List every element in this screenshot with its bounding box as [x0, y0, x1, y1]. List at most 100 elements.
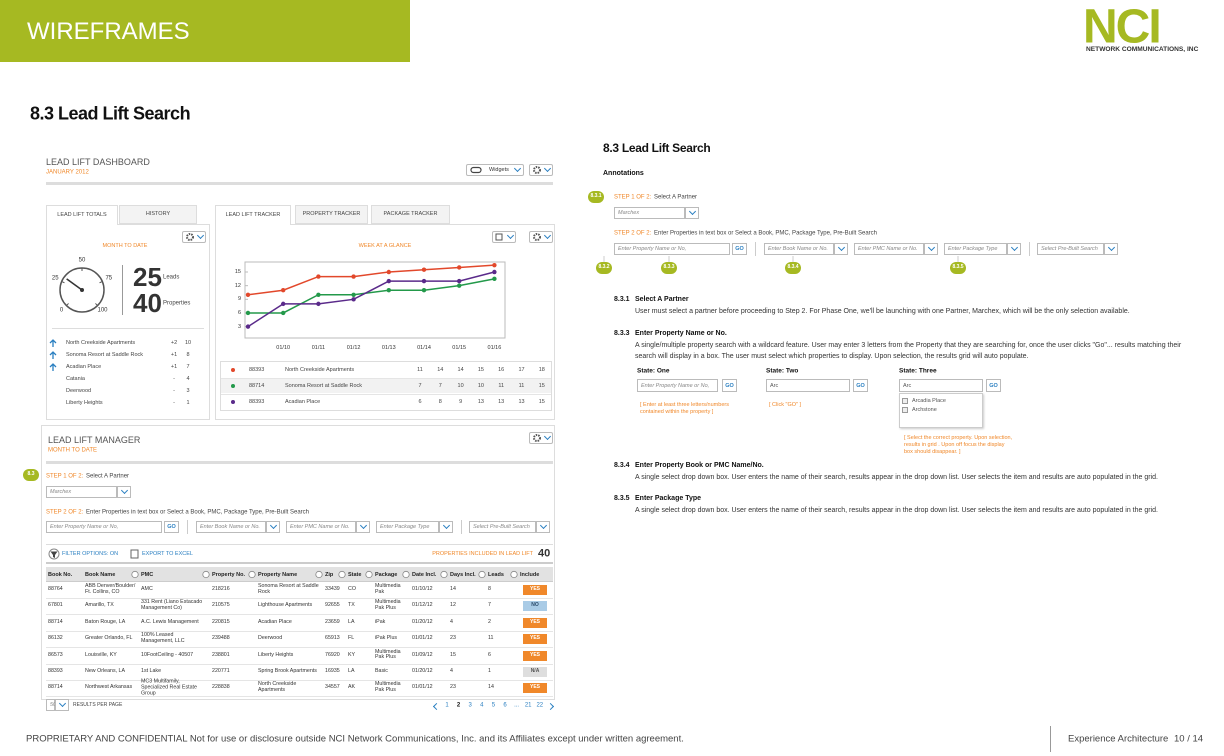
row-highlight [221, 379, 551, 393]
book-dropdown[interactable] [764, 243, 834, 255]
column-header[interactable]: Book Name [85, 571, 116, 578]
placeholder: Enter Property Name or No, [618, 245, 687, 252]
column-header[interactable]: Property Name [258, 571, 298, 578]
prebuilt-dropdown[interactable] [1037, 243, 1104, 255]
dropdown-button[interactable] [1104, 243, 1118, 255]
dropdown-button[interactable] [55, 699, 69, 711]
cell: AMC [141, 586, 153, 593]
column-header[interactable]: Package [375, 571, 398, 578]
count: 8 [186, 351, 190, 358]
go-label: GO [725, 382, 734, 389]
manager-title: LEAD LIFT MANAGER [48, 434, 141, 445]
dropdown-button[interactable] [834, 243, 848, 255]
tab-active[interactable] [215, 205, 291, 225]
page-link[interactable]: 5 [491, 702, 496, 709]
text-input[interactable] [637, 379, 718, 392]
text-input[interactable] [46, 521, 162, 533]
page-link[interactable]: 21 [524, 702, 532, 709]
tab[interactable] [371, 205, 450, 224]
cell: 11 [488, 635, 494, 642]
per-page-label: RESULTS PER PAGE [73, 702, 123, 709]
page-link[interactable]: 3 [468, 702, 472, 709]
filter-toggle[interactable]: FILTER OPTIONS: ON [62, 550, 119, 557]
separator [461, 520, 462, 534]
column-header[interactable]: Property No. [212, 571, 246, 578]
dropdown-button[interactable] [536, 521, 550, 533]
include-toggle[interactable] [523, 601, 547, 612]
cell: TX [348, 602, 355, 609]
checkbox[interactable] [902, 407, 908, 413]
cell: ABB Denver/Boulder/ Ft. Collins, CO [85, 583, 136, 595]
divider [52, 328, 204, 329]
include-toggle[interactable] [523, 683, 547, 694]
column-header[interactable]: PMC [141, 571, 154, 578]
dropdown-button[interactable] [356, 521, 370, 533]
dropdown-button[interactable] [117, 486, 131, 498]
state-note: [ Click "GO" ] [769, 402, 802, 408]
properties-count: 40 [133, 288, 162, 319]
include-toggle[interactable] [523, 634, 547, 645]
partner-dropdown[interactable] [46, 486, 117, 498]
column-header[interactable]: Leads [488, 571, 504, 578]
cell: 10FootCeiling - 40507 [141, 651, 194, 658]
column-header[interactable]: Zip [325, 571, 334, 578]
tracker-value: 15 [538, 398, 545, 405]
checkbox[interactable] [902, 398, 908, 404]
placeholder: Arc [903, 382, 912, 389]
tracker-value: 11 [518, 382, 525, 389]
go-button[interactable] [164, 521, 179, 533]
page-link[interactable]: 1 [445, 702, 449, 709]
pmc-dropdown[interactable] [286, 521, 356, 533]
dropdown-button[interactable] [266, 521, 280, 533]
page-link[interactable]: 6 [503, 702, 507, 709]
go-button[interactable] [853, 379, 868, 392]
property-name: Deerwood [66, 387, 92, 394]
go-button[interactable] [722, 379, 737, 392]
dropdown-button[interactable] [685, 207, 699, 219]
include-toggle[interactable] [523, 650, 547, 661]
pmc-dropdown[interactable] [854, 243, 924, 255]
tab[interactable] [295, 205, 368, 224]
package-dropdown[interactable] [944, 243, 1007, 255]
cell: 01/01/12 [412, 684, 433, 691]
section-title: Enter Property Book or PMC Name/No. [635, 461, 764, 469]
x-tick-label: 01/12 [346, 344, 361, 351]
prebuilt-dropdown[interactable] [469, 521, 536, 533]
column-header[interactable]: Date Incl. [412, 571, 437, 578]
column-header[interactable]: Days Incl. [450, 571, 476, 578]
page-link[interactable]: 2 [456, 702, 461, 709]
include-toggle[interactable] [523, 667, 547, 677]
go-button[interactable] [986, 379, 1001, 392]
delta: - [173, 399, 175, 406]
text-input[interactable] [899, 379, 983, 392]
leads-label: Leads [163, 274, 180, 281]
tracker-value: 14 [437, 366, 444, 373]
tab[interactable] [119, 205, 197, 224]
book-dropdown[interactable] [196, 521, 266, 533]
dropdown-button[interactable] [439, 521, 453, 533]
delta: - [173, 375, 175, 382]
column-header[interactable]: State [348, 571, 362, 578]
page-link[interactable]: 22 [536, 702, 544, 709]
dropdown-button[interactable] [1007, 243, 1021, 255]
go-button[interactable] [732, 243, 747, 255]
column-header[interactable]: Book No. [48, 571, 73, 578]
page-link[interactable]: ... [514, 702, 520, 709]
partner-dropdown[interactable] [614, 207, 685, 219]
y-tick-label: 9 [237, 296, 241, 303]
include-label: YES [529, 651, 541, 658]
export-link[interactable]: EXPORT TO EXCEL [142, 550, 193, 557]
package-dropdown[interactable] [376, 521, 439, 533]
per-page-dropdown[interactable] [46, 699, 55, 711]
properties-label: Properties [163, 300, 191, 307]
include-toggle[interactable] [523, 617, 547, 628]
cell: 67801 [48, 602, 63, 609]
text-input[interactable] [614, 243, 730, 255]
tab-active[interactable] [46, 205, 118, 225]
text-input[interactable] [766, 379, 850, 392]
state-note: [ Select the correct property. Upon sele… [904, 435, 1013, 455]
include-toggle[interactable] [523, 585, 547, 595]
column-header[interactable]: Include [520, 571, 540, 578]
dropdown-button[interactable] [924, 243, 938, 255]
page-link[interactable]: 4 [480, 702, 484, 709]
